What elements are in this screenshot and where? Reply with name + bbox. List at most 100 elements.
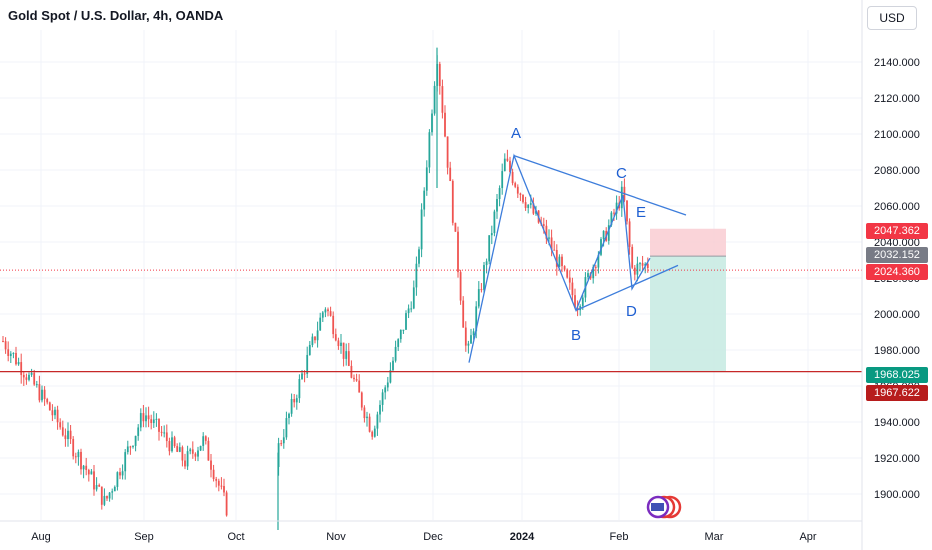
y-tick-label: 2100.000	[874, 129, 920, 141]
candle-body	[321, 312, 324, 318]
candle-body	[639, 263, 641, 265]
candle-body	[46, 399, 49, 403]
candle-body	[418, 249, 420, 264]
candle-body	[371, 431, 374, 437]
candle-body	[20, 362, 23, 375]
candle-body	[459, 272, 462, 301]
candle-body	[337, 340, 340, 347]
candle-body	[126, 446, 129, 453]
candle-body	[636, 263, 639, 275]
candle-body	[74, 456, 77, 458]
candle-body	[433, 85, 436, 114]
position-zones	[650, 228, 726, 372]
candle-body	[30, 372, 33, 375]
candle-body	[464, 327, 467, 346]
candle-body	[412, 287, 415, 309]
candle-body	[290, 399, 293, 414]
candle-body	[17, 362, 20, 365]
candle-body	[381, 392, 384, 405]
candle-body	[610, 212, 613, 226]
candle-body	[386, 382, 389, 388]
candle-body	[355, 379, 358, 381]
candle-body	[324, 309, 327, 313]
candle-body	[516, 186, 519, 194]
candle-body	[563, 266, 566, 270]
y-tick-label: 2040.000	[874, 237, 920, 249]
candle-body	[215, 479, 218, 481]
candle-body	[119, 472, 121, 476]
candle-body	[285, 418, 288, 438]
candle-body	[389, 370, 392, 383]
y-tick-label: 2060.000	[874, 201, 920, 213]
candle-body	[155, 418, 158, 420]
candle-body	[306, 354, 309, 374]
candle-body	[134, 435, 137, 446]
price-label-level: 1967.622	[866, 385, 928, 401]
candle-body	[108, 492, 111, 499]
y-tick-label: 2140.000	[874, 57, 920, 69]
candle-body	[189, 449, 192, 452]
candle-body	[145, 415, 147, 422]
candle-body	[327, 309, 329, 312]
candle-body	[358, 380, 361, 393]
candle-body	[93, 471, 95, 490]
price-lines	[0, 269, 862, 373]
candle-body	[202, 436, 205, 446]
candle-body	[615, 202, 618, 214]
candle-body	[574, 295, 576, 308]
candle-body	[72, 438, 75, 457]
candle-body	[100, 486, 103, 505]
candle-body	[173, 437, 176, 447]
candle-body	[9, 353, 12, 356]
candle-body	[425, 167, 428, 191]
candle-body	[558, 256, 561, 267]
candle-body	[329, 311, 332, 316]
candle-body	[347, 351, 350, 366]
candle-body	[35, 384, 38, 386]
candle-body	[308, 345, 311, 355]
candle-body	[345, 351, 348, 359]
candle-body	[199, 445, 202, 451]
candle-body	[22, 374, 25, 378]
candle-body	[566, 269, 569, 278]
harmonic-pattern: A B C D E	[468, 125, 687, 363]
candle-body	[594, 266, 597, 268]
candle-body	[178, 447, 181, 452]
candle-body	[137, 427, 140, 436]
candle-body	[43, 389, 46, 400]
grid	[0, 30, 862, 520]
candle-body	[423, 190, 426, 210]
candle-body	[420, 209, 423, 250]
x-tick-label: Feb	[610, 531, 629, 543]
candle-body	[511, 171, 514, 184]
candle-body	[607, 225, 610, 241]
candle-body	[561, 256, 563, 267]
candle-body	[38, 384, 41, 401]
candle-body	[103, 495, 106, 505]
y-tick-label: 2080.000	[874, 165, 920, 177]
candle-body	[165, 432, 168, 442]
candle-body	[431, 113, 433, 133]
candle-body	[483, 265, 485, 290]
candle-body	[223, 486, 225, 493]
candle-body	[2, 341, 4, 342]
candle-body	[41, 389, 43, 401]
candle-body	[472, 331, 475, 336]
currency-selector[interactable]: USD	[867, 6, 917, 30]
candle-body	[394, 346, 397, 361]
candle-body	[576, 307, 579, 311]
candle-body	[402, 329, 405, 331]
price-label-stop-loss: 2047.362	[866, 223, 928, 239]
candle-body	[301, 373, 303, 380]
candle-body	[399, 329, 402, 340]
y-tick-label: 2120.000	[874, 93, 920, 105]
candle-body	[303, 373, 306, 375]
candle-body	[332, 315, 335, 335]
candle-body	[311, 336, 314, 346]
candle-body	[488, 235, 491, 262]
candle-body	[457, 231, 459, 273]
candle-body	[555, 249, 558, 267]
candle-body	[48, 402, 51, 411]
candle-body	[542, 224, 545, 226]
